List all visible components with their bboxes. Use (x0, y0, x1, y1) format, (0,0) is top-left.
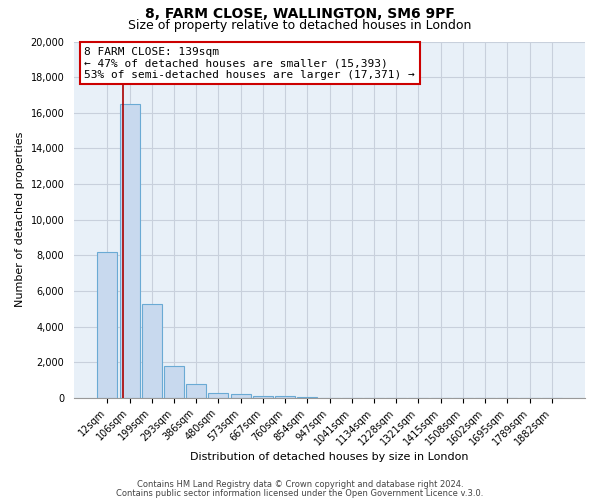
Text: Size of property relative to detached houses in London: Size of property relative to detached ho… (128, 19, 472, 32)
Bar (164, 366, 184, 398)
X-axis label: Distribution of detached houses by size in London: Distribution of detached houses by size … (190, 452, 469, 462)
Bar (230, 394, 251, 398)
Y-axis label: Number of detached properties: Number of detached properties (15, 132, 25, 308)
Bar (298, 397, 317, 398)
Text: Contains HM Land Registry data © Crown copyright and database right 2024.: Contains HM Land Registry data © Crown c… (137, 480, 463, 489)
Bar (186, 384, 206, 398)
Bar (97, 252, 118, 398)
Bar (253, 396, 273, 398)
Bar (208, 392, 229, 398)
Text: Contains public sector information licensed under the Open Government Licence v.: Contains public sector information licen… (116, 488, 484, 498)
Bar (119, 104, 140, 398)
Bar (275, 396, 295, 398)
Text: 8 FARM CLOSE: 139sqm
← 47% of detached houses are smaller (15,393)
53% of semi-d: 8 FARM CLOSE: 139sqm ← 47% of detached h… (85, 47, 415, 80)
Text: 8, FARM CLOSE, WALLINGTON, SM6 9PF: 8, FARM CLOSE, WALLINGTON, SM6 9PF (145, 8, 455, 22)
Bar (142, 304, 162, 398)
